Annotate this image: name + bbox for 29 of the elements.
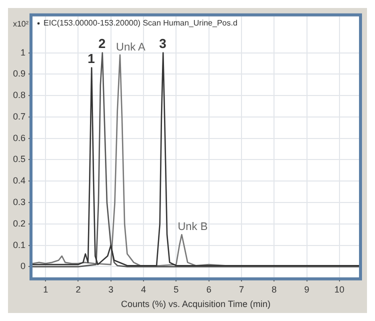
x-tick-label: 4 (141, 284, 146, 294)
y-tick-label: 0.3 (12, 197, 26, 208)
x-tick-label: 3 (108, 284, 114, 294)
y-tick-label: 0.2 (12, 218, 26, 228)
y-tick-label: 0.7 (12, 111, 26, 122)
y-tick-label: 0.5 (12, 154, 26, 164)
y-tick-label: 1 (20, 47, 26, 58)
y-tick-label: 0.8 (12, 90, 26, 100)
annotation: 2 (98, 36, 106, 51)
y-tick-label: 0.1 (12, 240, 26, 250)
annotation: 3 (159, 36, 166, 51)
y-tick-label: 0 (20, 261, 26, 272)
x-tick-label: 6 (206, 284, 212, 294)
x-tick-label: 5 (174, 284, 179, 294)
y-tick-label: 0.6 (12, 132, 26, 143)
x-tick-label: 2 (76, 284, 81, 294)
chart-title: EIC(153.00000-153.20000) Scan Human_Urine_Pos.d (44, 18, 238, 28)
x-axis-title: Counts (%) vs. Acquisition Time (min) (120, 299, 271, 310)
x-tick-label: 1 (43, 284, 48, 294)
y-tick-label: 0.4 (12, 176, 26, 186)
x-tick-label: 9 (304, 284, 310, 294)
y-axis-title: x10² (12, 20, 29, 29)
annotation: Unk A (116, 41, 146, 54)
y-tick-label: 0.9 (12, 68, 26, 79)
annotation: Unk B (178, 221, 208, 234)
x-tick-label: 8 (272, 284, 277, 294)
annotation: 1 (88, 50, 95, 66)
x-tick-label: 7 (238, 284, 244, 294)
x-tick-label: 10 (334, 284, 344, 294)
